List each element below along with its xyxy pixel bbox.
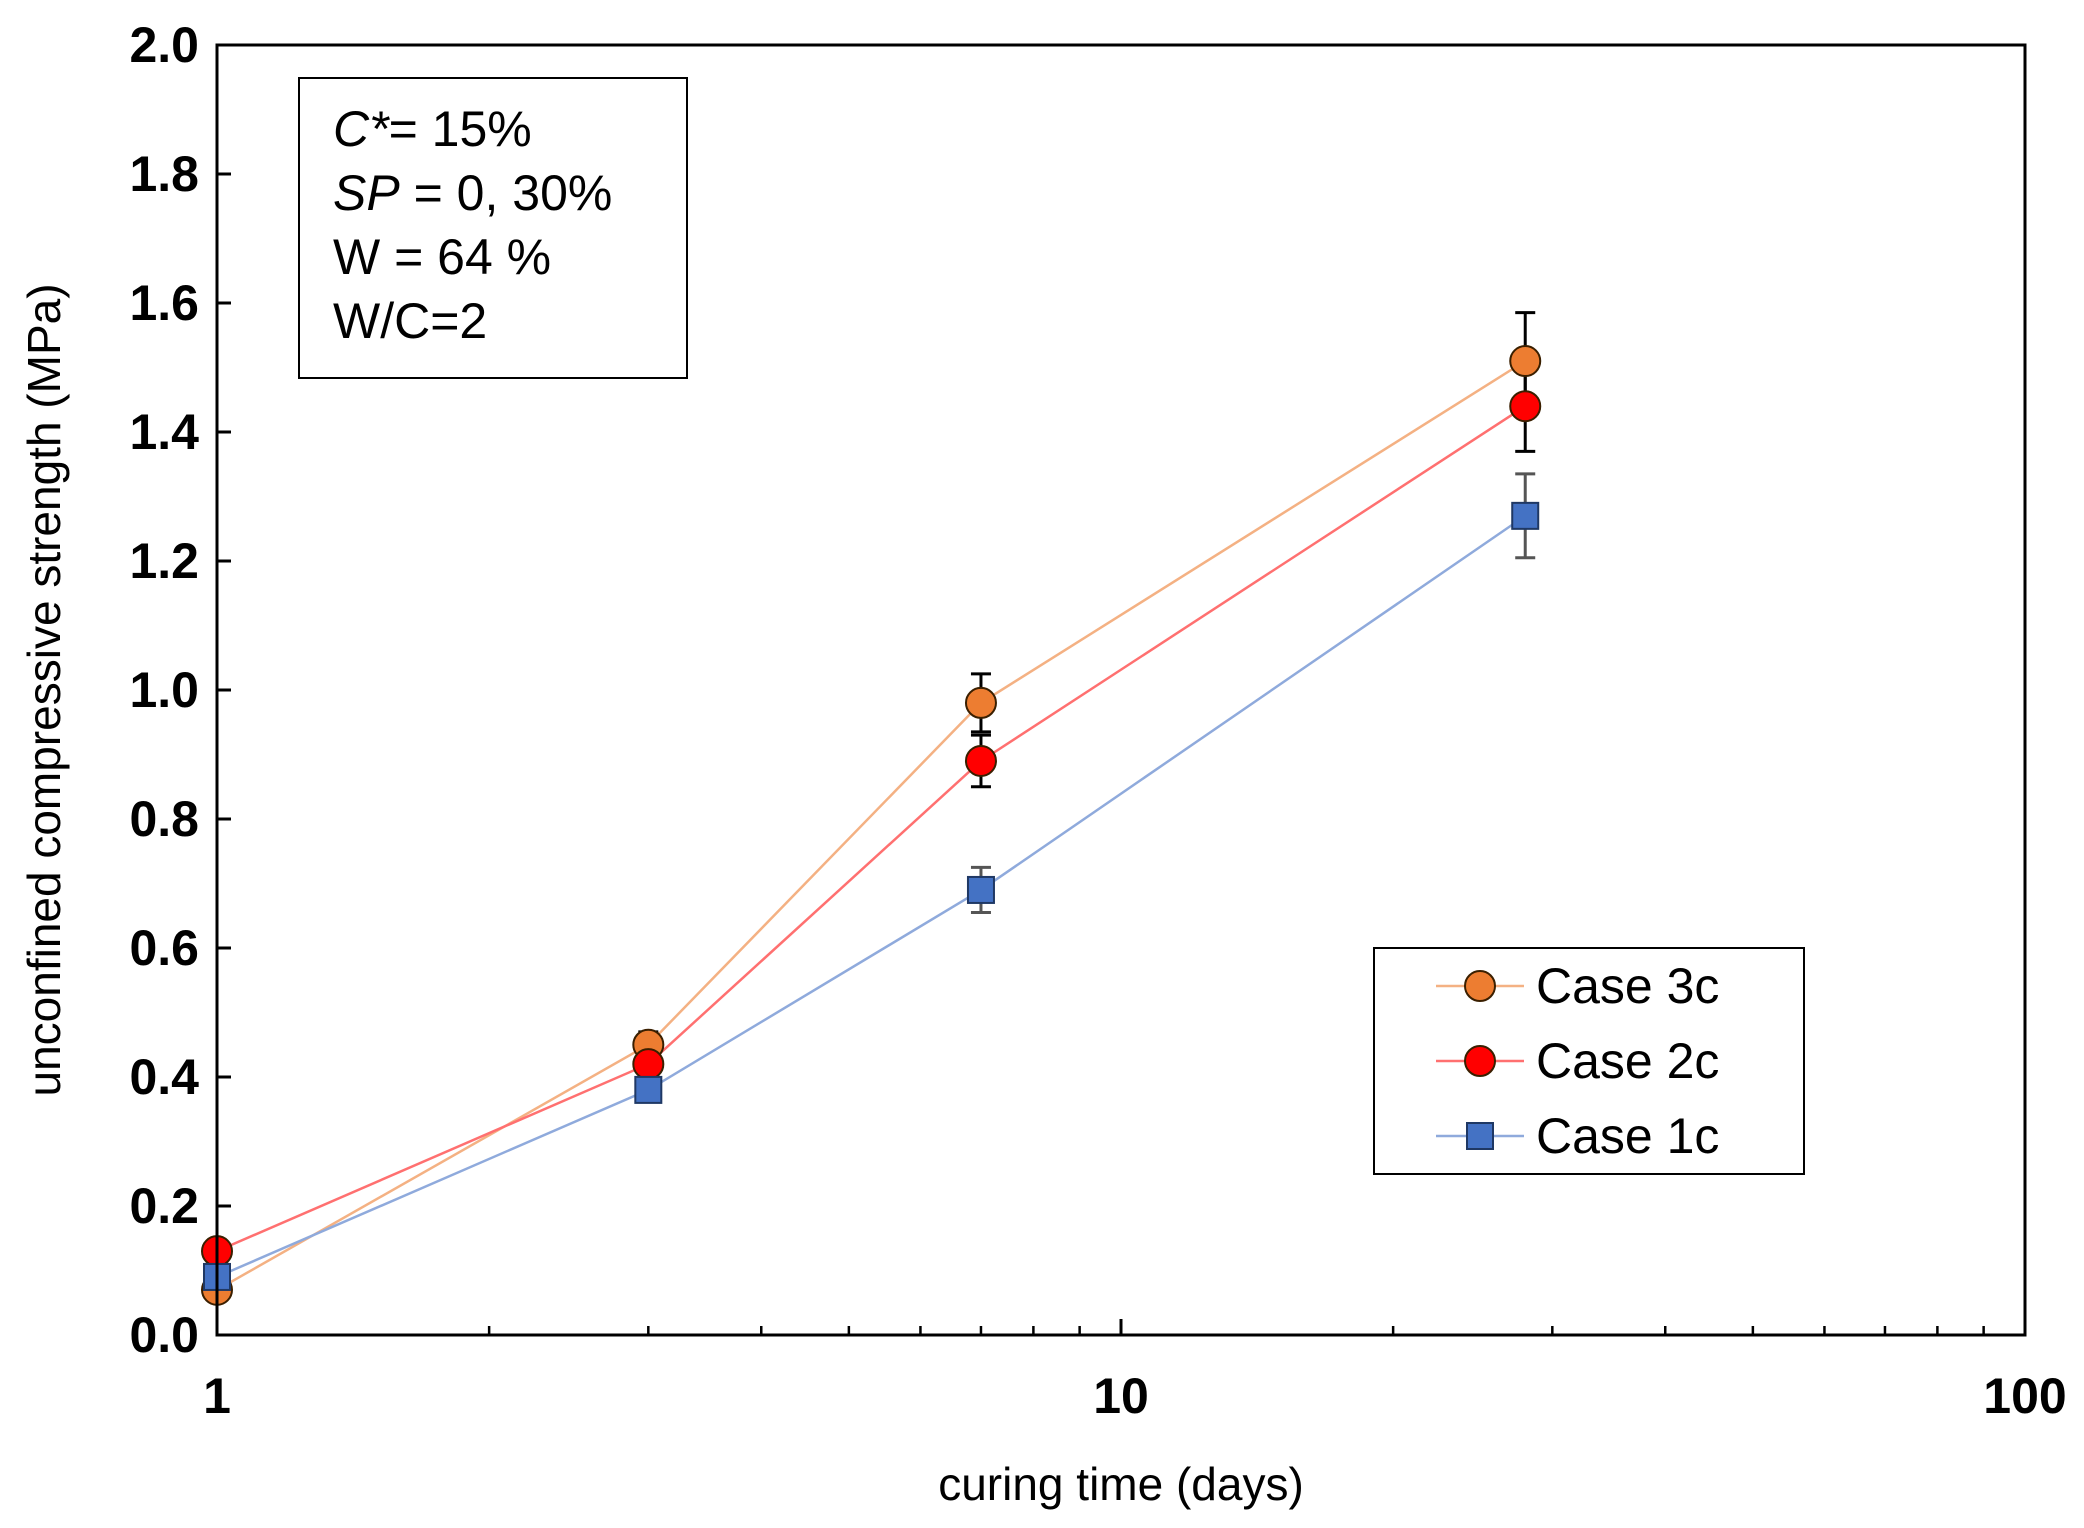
y-tick-label: 1.0: [129, 662, 199, 718]
data-point-case-3c: [964, 686, 997, 719]
annotation-line: W/C=2: [333, 293, 487, 349]
annotation-italic: C*: [333, 101, 390, 157]
series-line-case-2c: [216, 405, 1526, 1253]
y-tick-label: 0.2: [129, 1178, 199, 1234]
legend-label-case-1c: Case 1c: [1536, 1108, 1719, 1164]
y-tick-label: 0.6: [129, 920, 199, 976]
series-line-case-3c: [216, 359, 1526, 1291]
annotation-italic: SP: [333, 165, 400, 221]
y-tick-label: 2.0: [129, 17, 199, 73]
annotation-text: W/C=2: [333, 293, 487, 349]
data-point-case-1c: [634, 1075, 663, 1104]
y-tick-label: 1.6: [129, 275, 199, 331]
annotation-box: [298, 77, 688, 379]
data-point-case-3c: [1509, 345, 1542, 378]
legend-marker-case-2c: [1464, 1045, 1496, 1077]
annotation-line: W = 64 %: [333, 229, 551, 285]
legend-marker-case-1c: [1466, 1122, 1494, 1150]
annotation-line: C*= 15%: [333, 101, 532, 157]
y-tick-label: 0.0: [129, 1307, 199, 1363]
series-line-case-1c: [216, 514, 1526, 1279]
x-tick-label: 100: [1983, 1368, 2066, 1424]
y-tick-label: 0.8: [129, 791, 199, 847]
x-tick-label: 1: [203, 1368, 231, 1424]
data-point-case-2c: [632, 1048, 665, 1081]
legend-label-case-3c: Case 3c: [1536, 958, 1719, 1014]
y-tick-label: 1.8: [129, 146, 199, 202]
legend-marker-case-3c: [1464, 970, 1496, 1002]
y-axis-title: unconfined compressive strength (MPa): [18, 283, 70, 1096]
annotation-text: W = 64 %: [333, 229, 551, 285]
data-point-case-2c: [1509, 390, 1542, 423]
data-point-case-1c: [966, 875, 995, 904]
y-tick-label: 0.4: [129, 1049, 199, 1105]
y-tick-label: 1.4: [129, 404, 199, 460]
legend-label-case-2c: Case 2c: [1536, 1033, 1719, 1089]
x-axis-title: curing time (days): [938, 1458, 1304, 1510]
y-tick-label: 1.2: [129, 533, 199, 589]
annotation-line: SP = 0, 30%: [333, 165, 612, 221]
x-tick-label: 10: [1093, 1368, 1149, 1424]
data-point-case-2c: [964, 744, 997, 777]
annotation-text: = 0, 30%: [400, 165, 613, 221]
annotation-text: = 15%: [389, 101, 532, 157]
data-point-case-1c: [1511, 501, 1540, 530]
